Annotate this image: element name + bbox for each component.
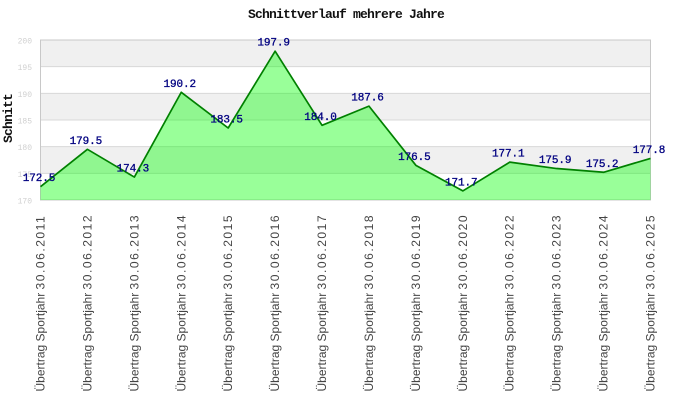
svg-text:184.0: 184.0 <box>304 112 337 124</box>
svg-text:Übertrag Sportjahr 30.06.2013: Übertrag Sportjahr 30.06.2013 <box>127 214 141 392</box>
svg-text:Übertrag Sportjahr 30.06.2015: Übertrag Sportjahr 30.06.2015 <box>221 214 235 392</box>
svg-text:190: 190 <box>18 91 33 100</box>
svg-text:195: 195 <box>18 64 33 73</box>
svg-text:197.9: 197.9 <box>257 38 290 50</box>
svg-text:200: 200 <box>18 38 33 47</box>
svg-text:Übertrag Sportjahr 30.06.2014: Übertrag Sportjahr 30.06.2014 <box>174 214 188 392</box>
svg-text:Übertrag Sportjahr 30.06.2020: Übertrag Sportjahr 30.06.2020 <box>456 214 470 392</box>
svg-text:175.9: 175.9 <box>539 155 572 167</box>
svg-text:Übertrag Sportjahr 30.06.2011: Übertrag Sportjahr 30.06.2011 <box>34 215 48 392</box>
svg-text:190.2: 190.2 <box>164 79 197 91</box>
svg-text:176.5: 176.5 <box>398 152 431 164</box>
svg-text:187.6: 187.6 <box>351 93 384 105</box>
svg-text:175: 175 <box>18 171 33 180</box>
svg-text:171.7: 171.7 <box>445 177 478 189</box>
svg-text:177.8: 177.8 <box>633 145 666 157</box>
svg-text:177.1: 177.1 <box>492 149 525 161</box>
svg-text:Übertrag Sportjahr 30.06.2016: Übertrag Sportjahr 30.06.2016 <box>268 214 282 392</box>
svg-text:175.2: 175.2 <box>586 159 619 171</box>
svg-text:Übertrag Sportjahr 30.06.2018: Übertrag Sportjahr 30.06.2018 <box>362 214 376 392</box>
svg-text:Übertrag Sportjahr 30.06.2019: Übertrag Sportjahr 30.06.2019 <box>409 214 423 392</box>
svg-text:183.5: 183.5 <box>210 115 243 127</box>
svg-text:Übertrag Sportjahr 30.06.2025: Übertrag Sportjahr 30.06.2025 <box>644 214 658 392</box>
svg-text:Übertrag Sportjahr 30.06.2012: Übertrag Sportjahr 30.06.2012 <box>80 214 94 392</box>
svg-text:174.3: 174.3 <box>117 164 150 176</box>
svg-text:Übertrag Sportjahr 30.06.2024: Übertrag Sportjahr 30.06.2024 <box>597 214 611 392</box>
svg-text:Übertrag Sportjahr 30.06.2017: Übertrag Sportjahr 30.06.2017 <box>315 214 329 392</box>
svg-text:179.5: 179.5 <box>70 136 103 148</box>
svg-text:180: 180 <box>18 144 33 153</box>
svg-text:Schnitt: Schnitt <box>1 94 16 143</box>
svg-text:172.5: 172.5 <box>23 173 56 185</box>
svg-text:Übertrag Sportjahr 30.06.2023: Übertrag Sportjahr 30.06.2023 <box>550 214 564 392</box>
svg-text:170: 170 <box>18 198 33 207</box>
svg-text:185: 185 <box>18 118 33 127</box>
svg-text:Übertrag Sportjahr 30.06.2022: Übertrag Sportjahr 30.06.2022 <box>503 214 517 392</box>
svg-text:Schnittverlauf mehrere Jahre: Schnittverlauf mehrere Jahre <box>248 7 445 22</box>
